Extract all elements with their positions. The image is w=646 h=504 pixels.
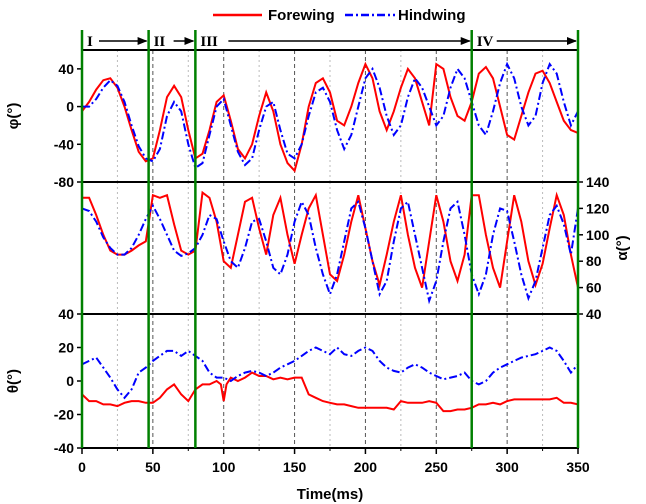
y-axis-label-alpha: α(°) bbox=[614, 235, 631, 260]
x-tick-label: 300 bbox=[495, 459, 519, 475]
series-alpha-forewing bbox=[82, 190, 578, 289]
panels: 40 0 -40 -80 φ(°) 140 120 100 80 60 40 α(°) 40 20 0 -20… bbox=[5, 49, 631, 456]
series-phi-forewing bbox=[82, 61, 578, 173]
x-tick-label: 200 bbox=[354, 459, 378, 475]
y-tick-label-alpha: 40 bbox=[586, 306, 602, 322]
y-tick-label-theta: 40 bbox=[58, 306, 74, 322]
x-tick-label: 100 bbox=[212, 459, 236, 475]
phase-label-3: III bbox=[200, 34, 218, 50]
legend: Forewing Hindwing bbox=[213, 7, 466, 24]
x-tick-label: 350 bbox=[566, 459, 590, 475]
phase-label-1: I bbox=[87, 34, 93, 50]
y-axis-label-theta: θ(°) bbox=[5, 369, 22, 393]
y-axis-label-phi: φ(°) bbox=[5, 103, 22, 130]
x-tick-label: 0 bbox=[78, 459, 86, 475]
phase-labels: I II III IV bbox=[87, 34, 577, 50]
series-theta-forewing bbox=[82, 371, 578, 413]
x-tick-label: 150 bbox=[283, 459, 307, 475]
y-tick-label-alpha: 80 bbox=[586, 253, 602, 269]
y-tick-label-phi: -80 bbox=[54, 174, 74, 190]
phase-lines bbox=[80, 30, 580, 448]
x-axis-label: Time(ms) bbox=[297, 486, 363, 503]
y-tick-label-theta: 0 bbox=[66, 373, 74, 389]
y-tick-label-alpha: 100 bbox=[586, 227, 610, 243]
y-tick-label-theta: 20 bbox=[58, 340, 74, 356]
panel-theta: 40 20 0 -20 -40 θ(°) bbox=[5, 306, 579, 456]
y-tick-label-theta: -20 bbox=[54, 407, 74, 423]
y-tick-label-phi: 40 bbox=[58, 61, 74, 77]
y-tick-label-theta: -40 bbox=[54, 440, 74, 456]
y-tick-label-alpha: 60 bbox=[586, 280, 602, 296]
x-tick-label: 50 bbox=[145, 459, 161, 475]
y-tick-label-phi: 0 bbox=[66, 99, 74, 115]
x-axis: 0 50 100 150 200 250 300 350 bbox=[78, 448, 590, 475]
panel-phi: 40 0 -40 -80 φ(°) bbox=[5, 49, 579, 190]
series-theta-hindwing bbox=[82, 346, 578, 400]
y-tick-label-phi: -40 bbox=[54, 136, 74, 152]
panel-alpha: 140 120 100 80 60 40 α(°) bbox=[81, 174, 631, 322]
legend-label-hindwing: Hindwing bbox=[398, 7, 466, 24]
phase-label-4: IV bbox=[477, 34, 494, 50]
legend-label-forewing: Forewing bbox=[268, 7, 335, 24]
y-tick-label-alpha: 140 bbox=[586, 174, 610, 190]
series-phi-hindwing bbox=[82, 61, 578, 170]
x-tick-label: 250 bbox=[425, 459, 449, 475]
series-alpha-hindwing bbox=[82, 199, 578, 305]
phase-label-2: II bbox=[154, 34, 166, 50]
y-tick-label-alpha: 120 bbox=[586, 200, 610, 216]
